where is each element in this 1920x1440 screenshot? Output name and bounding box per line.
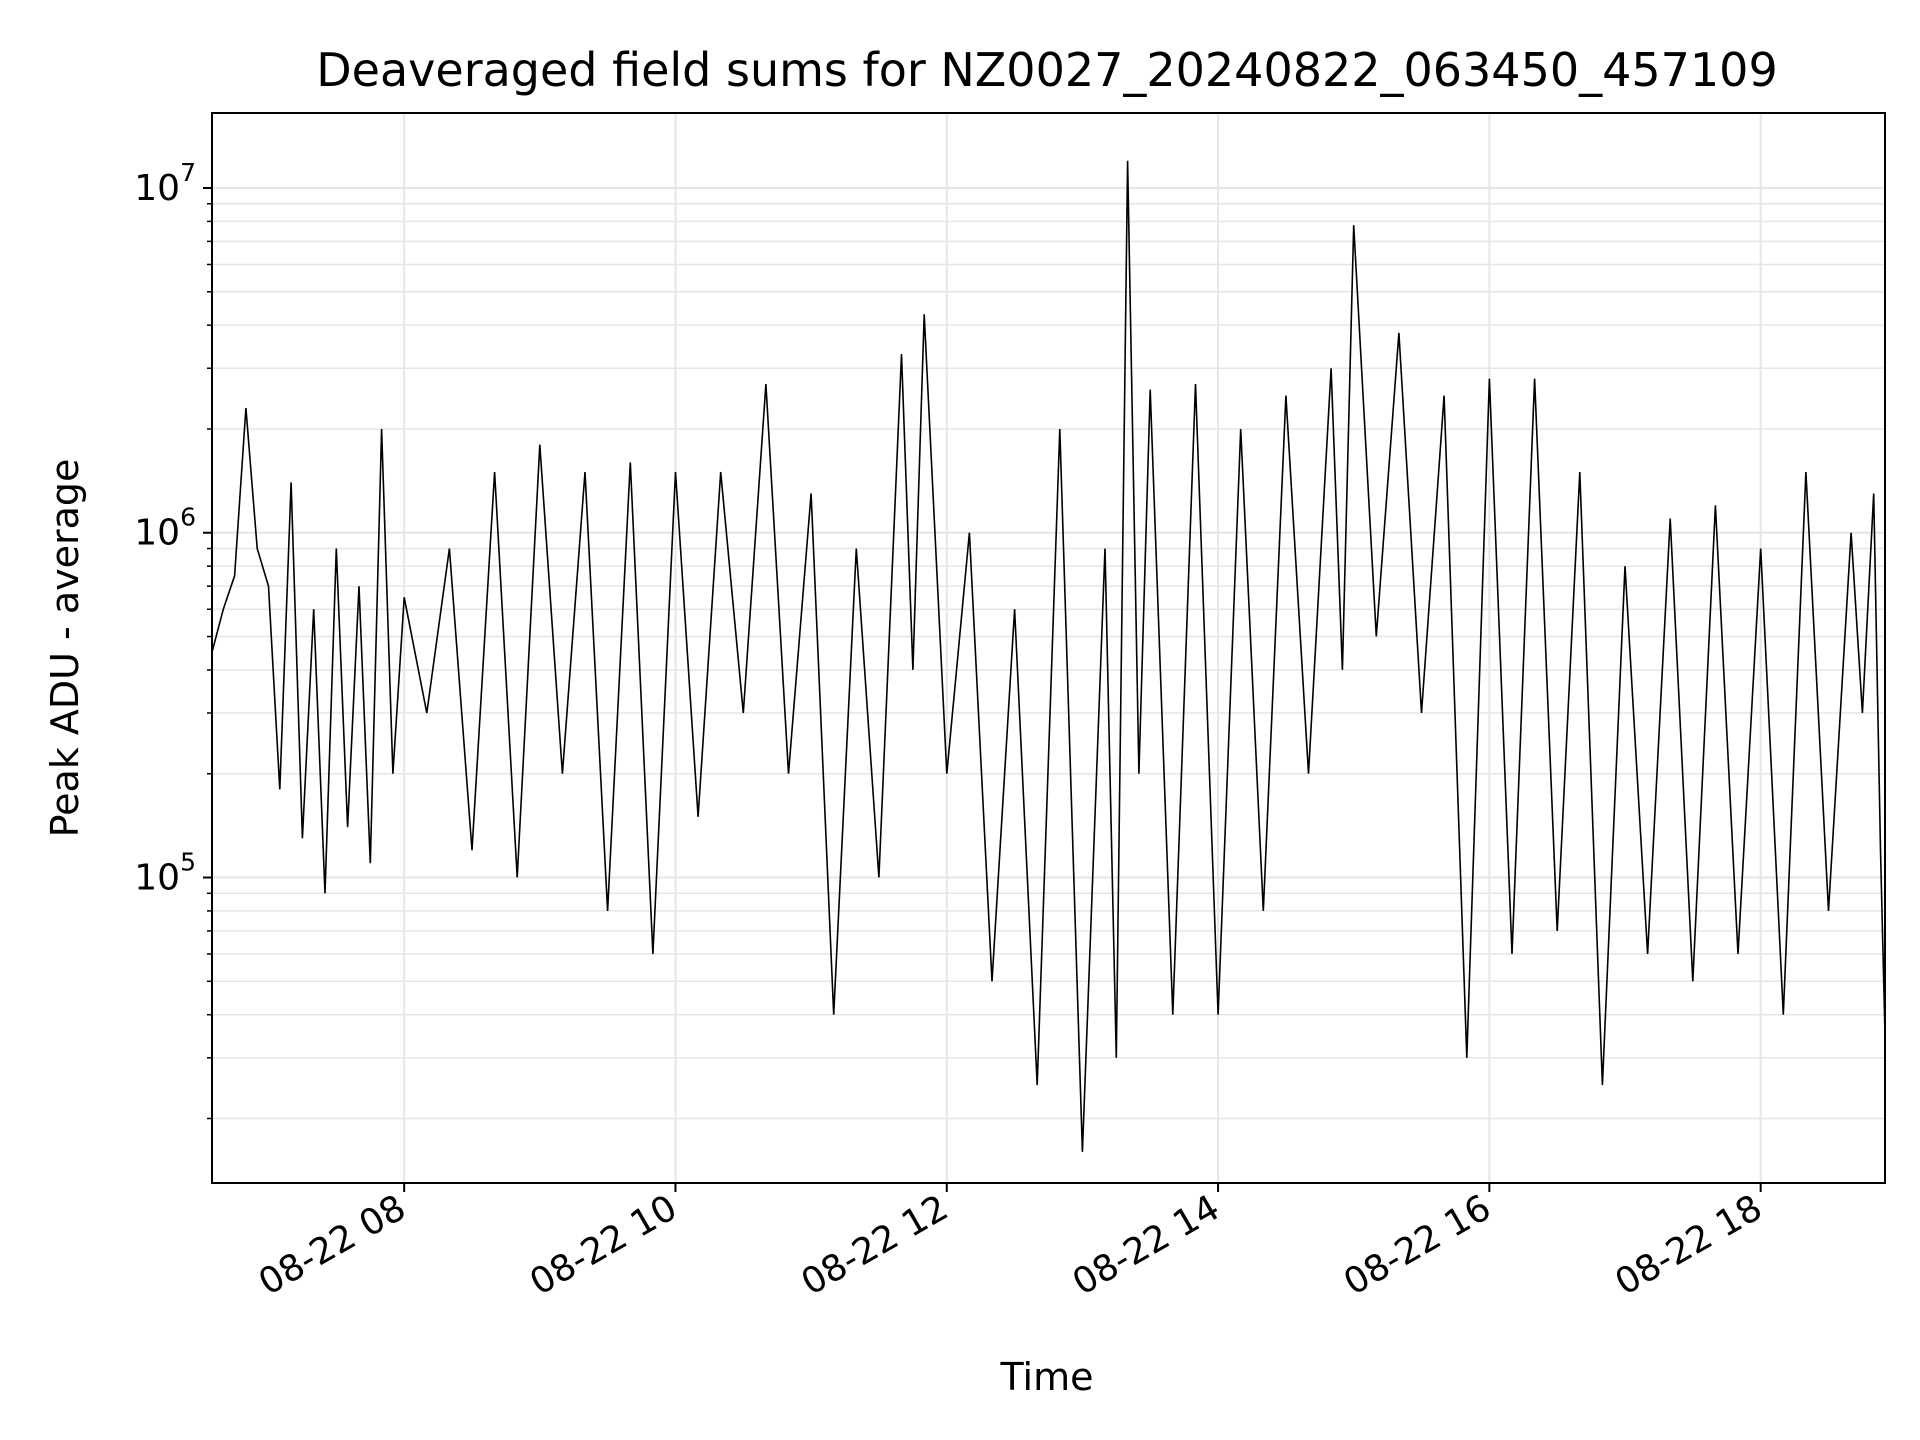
y-tick-label: 106 (134, 503, 196, 554)
y-tick-base: 10 (134, 168, 180, 209)
y-tick-label: 107 (134, 158, 196, 209)
series-line (211, 160, 1886, 1152)
y-tick-exponent: 5 (180, 848, 196, 877)
chart-title: Deaveraged field sums for NZ0027_2024082… (316, 43, 1777, 97)
y-tick-label: 105 (134, 848, 196, 899)
y-tick-base: 10 (134, 513, 180, 554)
plot-frame (211, 112, 1886, 1184)
x-axis-label: Time (1000, 1355, 1094, 1399)
y-axis-label: Peak ADU - average (43, 459, 87, 838)
series-layer (211, 160, 1886, 1152)
y-tick-exponent: 7 (180, 158, 196, 187)
grid-layer (212, 113, 1885, 1183)
y-tick-exponent: 6 (180, 503, 196, 532)
y-tick-base: 10 (134, 858, 180, 899)
